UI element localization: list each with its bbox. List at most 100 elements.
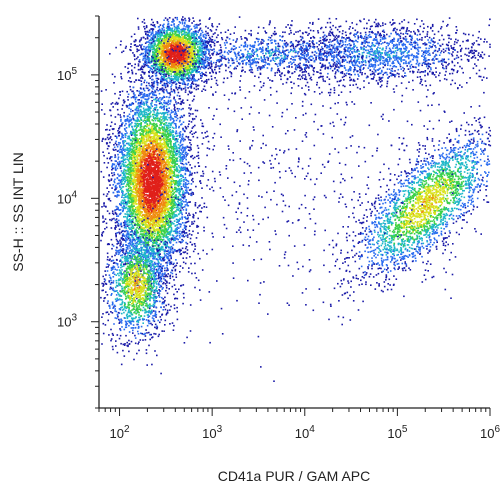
event-dot — [196, 144, 199, 147]
event-dot — [209, 54, 211, 57]
event-dot — [185, 208, 188, 210]
event-dot — [203, 48, 205, 50]
event-dot — [180, 55, 183, 58]
event-dot — [193, 63, 195, 66]
event-dot — [165, 27, 168, 29]
event-dot — [197, 43, 200, 46]
event-dot — [154, 72, 157, 75]
event-dot — [211, 68, 213, 71]
event-dot — [147, 55, 149, 57]
event-dot — [163, 78, 166, 80]
event-dot — [156, 47, 159, 49]
event-dot — [151, 65, 154, 68]
event-dot — [219, 65, 222, 67]
event-dot — [166, 81, 168, 83]
event-dot — [175, 42, 178, 44]
event-dot — [126, 156, 129, 158]
event-dot — [156, 86, 159, 89]
event-dot — [185, 31, 188, 34]
event-dot — [161, 51, 164, 54]
event-dot — [223, 77, 225, 80]
event-dot — [148, 88, 151, 91]
event-dot — [173, 73, 176, 76]
event-dot — [181, 21, 184, 23]
event-dot — [175, 273, 177, 276]
event-dot — [187, 74, 190, 77]
event-dot — [165, 70, 168, 72]
event-dot — [177, 70, 180, 72]
event-dot — [178, 53, 181, 55]
event-dot — [163, 50, 166, 52]
event-dot — [187, 39, 190, 42]
event-dot — [198, 64, 200, 67]
event-dot — [159, 51, 162, 54]
event-dot — [170, 47, 172, 50]
event-dot — [180, 186, 183, 188]
event-dot — [176, 50, 179, 53]
event-dot — [145, 60, 148, 63]
event-dot — [170, 62, 172, 64]
event-dot — [215, 62, 217, 64]
event-dot — [186, 45, 189, 47]
event-dot — [187, 153, 189, 155]
event-dot — [188, 45, 191, 47]
event-dot — [208, 64, 210, 67]
event-dot — [163, 35, 166, 38]
event-dot — [186, 24, 188, 27]
event-dot — [171, 32, 174, 34]
event-dot — [156, 35, 159, 37]
event-dot — [214, 32, 216, 34]
event-dot — [181, 82, 184, 85]
event-dot — [190, 183, 193, 185]
event-dot — [187, 93, 189, 96]
event-dot — [216, 52, 219, 55]
event-dot — [179, 116, 182, 119]
event-dot — [188, 80, 191, 82]
event-dot — [167, 71, 169, 73]
event-dot — [190, 85, 193, 88]
event-dot — [115, 148, 117, 151]
event-dot — [181, 60, 184, 63]
event-dot — [158, 52, 160, 54]
event-dot — [213, 44, 216, 47]
event-dot — [128, 107, 130, 110]
event-dot — [183, 251, 186, 254]
event-dot — [159, 32, 162, 34]
event-dot — [143, 22, 146, 24]
event-dot — [201, 47, 204, 50]
event-dot — [163, 29, 165, 31]
event-dot — [183, 37, 186, 39]
event-dot — [170, 68, 173, 71]
event-dot — [115, 140, 117, 143]
event-dot — [175, 74, 178, 76]
event-dot — [147, 49, 150, 51]
event-dot — [205, 71, 207, 74]
event-dot — [203, 50, 206, 53]
event-dot — [173, 71, 175, 73]
event-dot — [163, 306, 165, 308]
event-dot — [181, 46, 184, 49]
event-dot — [176, 78, 178, 81]
event-dot — [166, 66, 169, 69]
event-dot — [142, 57, 145, 60]
event-dot — [216, 25, 219, 28]
event-dot — [150, 61, 153, 64]
event-dot — [170, 109, 173, 112]
event-dot — [175, 65, 177, 68]
event-dot — [201, 71, 203, 74]
event-dot — [200, 63, 203, 66]
event-dot — [146, 58, 148, 61]
event-dot — [160, 161, 162, 164]
event-dot — [163, 195, 165, 197]
event-dot — [159, 45, 161, 47]
event-dot — [178, 43, 180, 46]
event-dot — [139, 228, 142, 230]
event-dot — [177, 41, 179, 44]
event-dot — [142, 261, 144, 263]
event-dot — [168, 29, 171, 31]
event-dot — [161, 58, 163, 61]
event-dot — [144, 42, 147, 44]
event-dot — [173, 55, 176, 57]
event-dot — [201, 45, 203, 47]
event-dot — [192, 70, 194, 73]
